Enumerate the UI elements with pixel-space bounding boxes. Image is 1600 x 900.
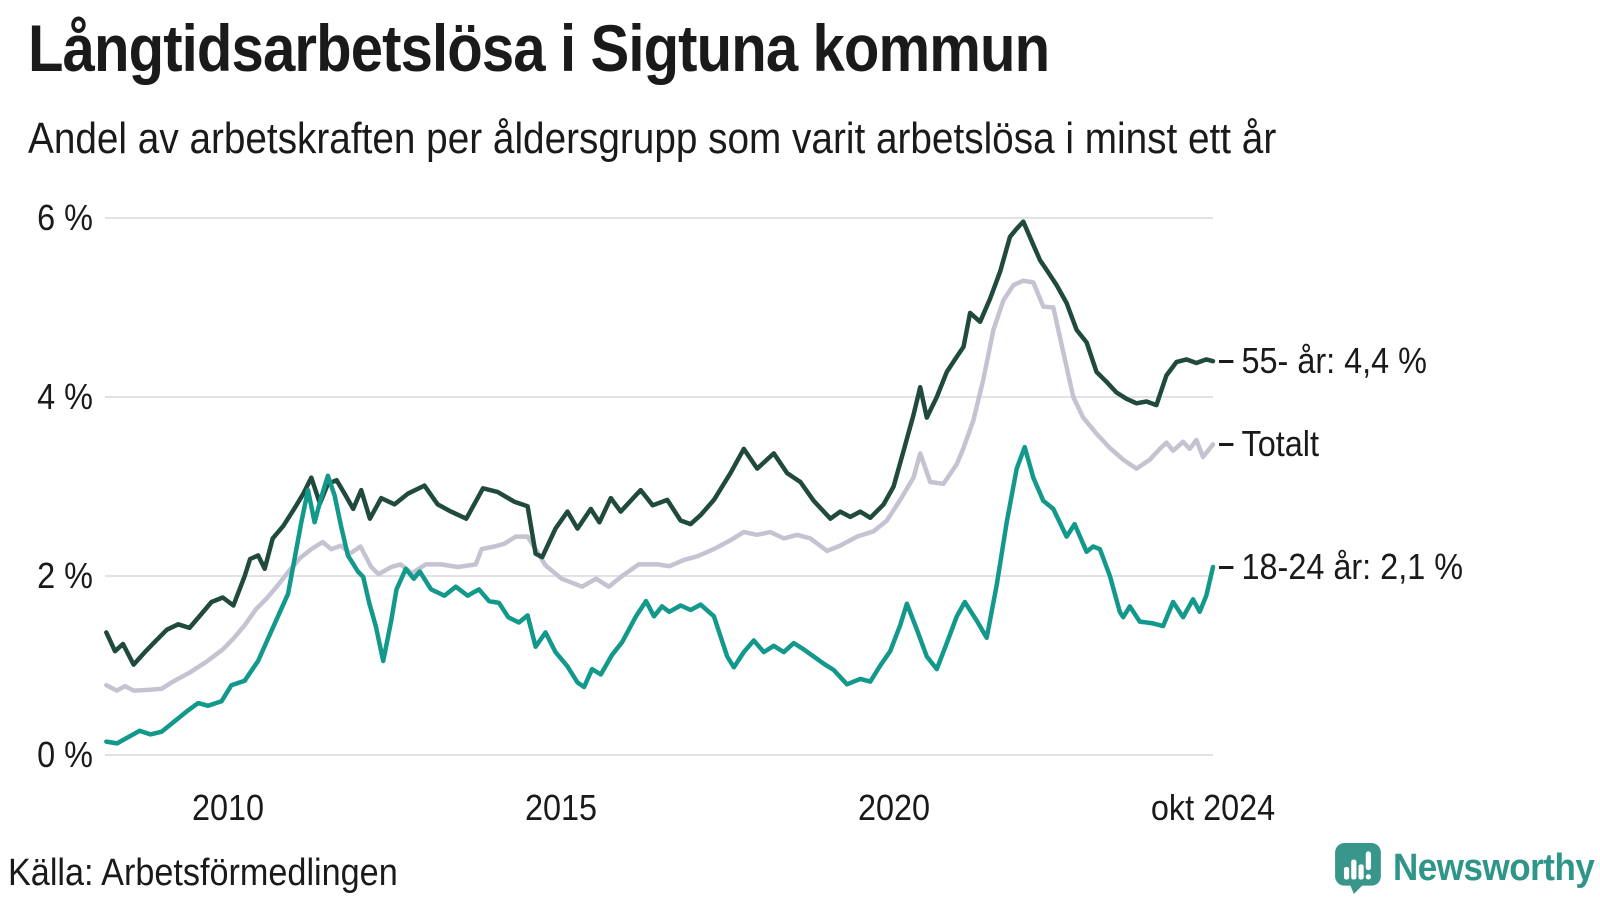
y-axis-tick-label: 0 % — [37, 734, 93, 775]
x-axis-tick-label: 2015 — [524, 787, 597, 828]
y-axis-tick-label: 2 % — [37, 555, 93, 596]
chart-title: Långtidsarbetslösa i Sigtuna kommun — [28, 11, 1050, 85]
series-end-label-totalt: Totalt — [1219, 423, 1319, 465]
series-end-label-text: 18-24 år: 2,1 % — [1241, 546, 1464, 588]
y-axis-tick-label: 6 % — [37, 197, 93, 238]
newsworthy-logo-text: Newsworthy — [1393, 846, 1595, 889]
label-tick-dash — [1219, 359, 1234, 363]
series-line-18-24 — [104, 444, 1216, 746]
x-axis-tick-label: 2020 — [857, 787, 930, 828]
source-attribution: Källa: Arbetsförmedlingen — [8, 852, 398, 894]
x-axis-tick-label: 2010 — [192, 787, 265, 828]
newsworthy-logo: Newsworthy — [1334, 842, 1600, 894]
series-end-label-text: 55- år: 4,4 % — [1241, 340, 1427, 382]
series-end-label-18-24: 18-24 år: 2,1 % — [1219, 546, 1464, 588]
newsworthy-logo-icon — [1335, 843, 1381, 894]
label-tick-dash — [1219, 565, 1234, 569]
y-axis-tick-label: 4 % — [37, 376, 93, 417]
chart-subtitle: Andel av arbetskraften per åldersgrupp s… — [28, 114, 1277, 163]
series-end-label-55plus: 55- år: 4,4 % — [1219, 340, 1427, 382]
label-tick-dash — [1219, 442, 1234, 446]
x-axis-tick-label: okt 2024 — [1150, 787, 1276, 828]
series-line-55plus — [104, 219, 1216, 667]
series-end-label-text: Totalt — [1241, 423, 1319, 465]
